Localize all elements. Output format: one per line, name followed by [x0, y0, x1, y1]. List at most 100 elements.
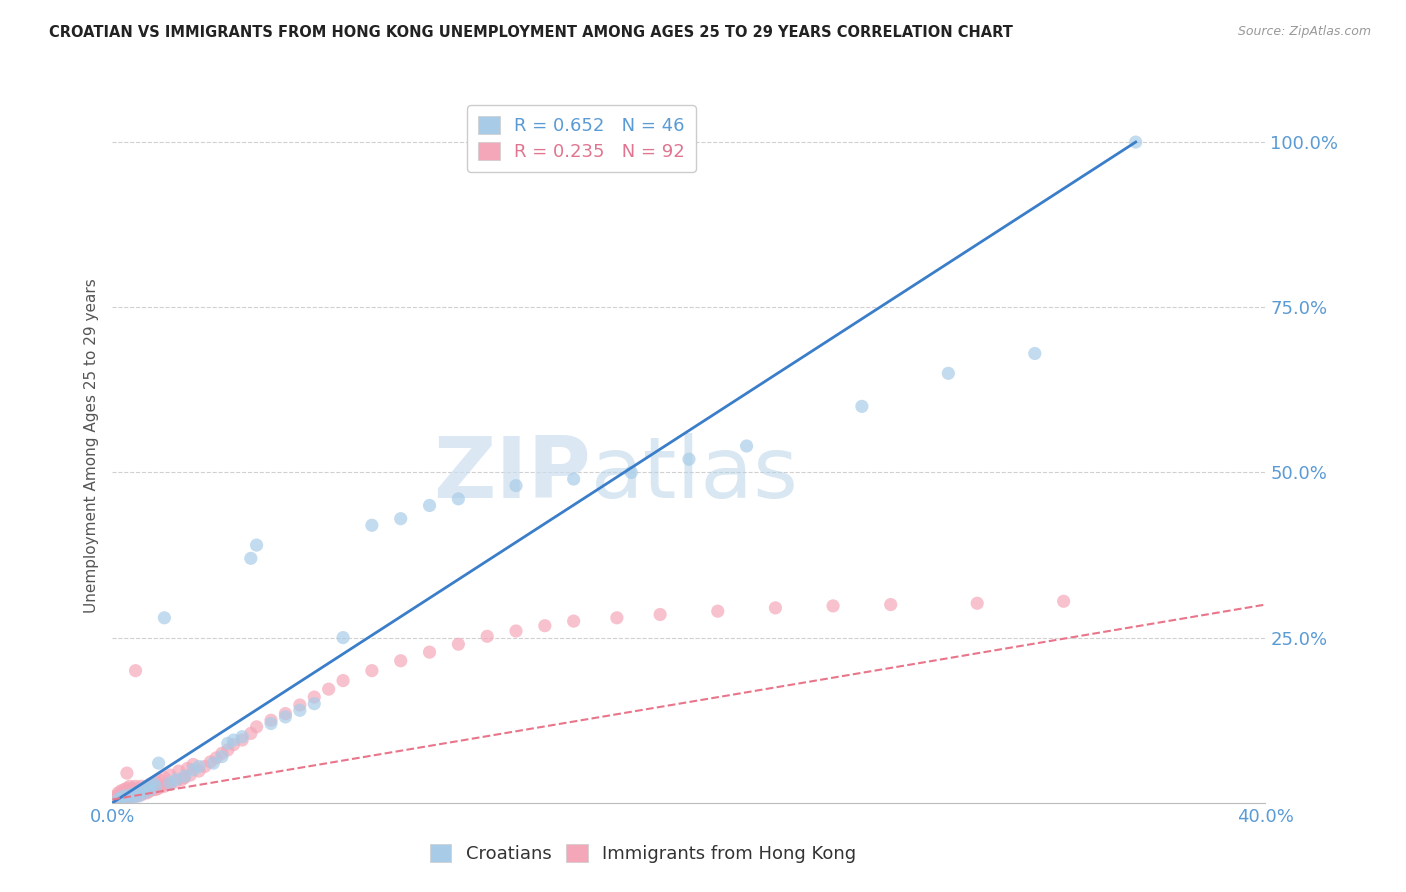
- Point: [260, 713, 283, 727]
- Point: [139, 782, 162, 797]
- Point: [765, 600, 787, 615]
- Point: [110, 784, 132, 798]
- Point: [447, 637, 470, 651]
- Point: [127, 789, 149, 804]
- Point: [142, 782, 165, 797]
- Point: [419, 645, 441, 659]
- Point: [124, 786, 146, 800]
- Point: [134, 786, 156, 800]
- Point: [318, 682, 340, 697]
- Point: [121, 781, 143, 796]
- Point: [104, 789, 127, 804]
- Point: [217, 743, 239, 757]
- Point: [115, 792, 138, 806]
- Point: [153, 611, 176, 625]
- Point: [246, 538, 269, 552]
- Point: [148, 756, 170, 771]
- Point: [170, 772, 193, 787]
- Point: [121, 789, 143, 804]
- Point: [107, 792, 129, 806]
- Point: [231, 733, 253, 747]
- Point: [110, 790, 132, 805]
- Point: [650, 607, 672, 622]
- Point: [153, 779, 176, 793]
- Point: [447, 491, 470, 506]
- Point: [211, 746, 233, 760]
- Point: [304, 690, 326, 704]
- Point: [112, 786, 135, 800]
- Point: [205, 751, 228, 765]
- Point: [880, 598, 903, 612]
- Point: [153, 771, 176, 785]
- Point: [239, 726, 262, 740]
- Point: [159, 776, 181, 790]
- Point: [124, 664, 146, 678]
- Point: [274, 710, 297, 724]
- Point: [606, 611, 628, 625]
- Point: [274, 706, 297, 721]
- Point: [159, 768, 181, 782]
- Point: [966, 596, 988, 610]
- Point: [360, 518, 382, 533]
- Point: [115, 790, 138, 805]
- Point: [231, 730, 253, 744]
- Point: [821, 599, 844, 613]
- Point: [181, 763, 204, 777]
- Point: [121, 786, 143, 800]
- Point: [260, 716, 283, 731]
- Point: [562, 472, 585, 486]
- Point: [139, 777, 162, 791]
- Point: [678, 452, 700, 467]
- Point: [115, 766, 138, 780]
- Point: [1024, 346, 1046, 360]
- Point: [118, 788, 141, 802]
- Point: [118, 790, 141, 805]
- Point: [389, 511, 412, 525]
- Point: [124, 784, 146, 798]
- Point: [145, 782, 167, 797]
- Point: [134, 781, 156, 796]
- Point: [505, 624, 527, 638]
- Point: [211, 749, 233, 764]
- Point: [127, 782, 149, 797]
- Point: [288, 703, 311, 717]
- Point: [851, 400, 873, 414]
- Point: [562, 614, 585, 628]
- Point: [107, 789, 129, 804]
- Point: [104, 792, 127, 806]
- Point: [173, 769, 195, 783]
- Point: [222, 738, 245, 752]
- Point: [173, 771, 195, 785]
- Point: [360, 664, 382, 678]
- Point: [129, 788, 153, 802]
- Text: atlas: atlas: [591, 433, 799, 516]
- Point: [156, 777, 179, 791]
- Point: [112, 789, 135, 804]
- Point: [118, 779, 141, 793]
- Point: [505, 478, 527, 492]
- Point: [112, 792, 135, 806]
- Point: [159, 777, 181, 791]
- Point: [188, 764, 211, 778]
- Point: [121, 790, 143, 805]
- Point: [136, 779, 159, 793]
- Point: [145, 774, 167, 789]
- Point: [124, 779, 146, 793]
- Point: [167, 764, 190, 778]
- Point: [107, 786, 129, 800]
- Point: [707, 604, 730, 618]
- Point: [148, 781, 170, 796]
- Point: [332, 631, 354, 645]
- Point: [176, 761, 198, 775]
- Point: [620, 466, 643, 480]
- Point: [118, 784, 141, 798]
- Point: [127, 788, 149, 802]
- Point: [200, 755, 222, 769]
- Point: [188, 759, 211, 773]
- Point: [936, 367, 959, 381]
- Text: ZIP: ZIP: [433, 433, 591, 516]
- Point: [1053, 594, 1076, 608]
- Point: [129, 784, 153, 798]
- Point: [179, 768, 201, 782]
- Point: [115, 781, 138, 796]
